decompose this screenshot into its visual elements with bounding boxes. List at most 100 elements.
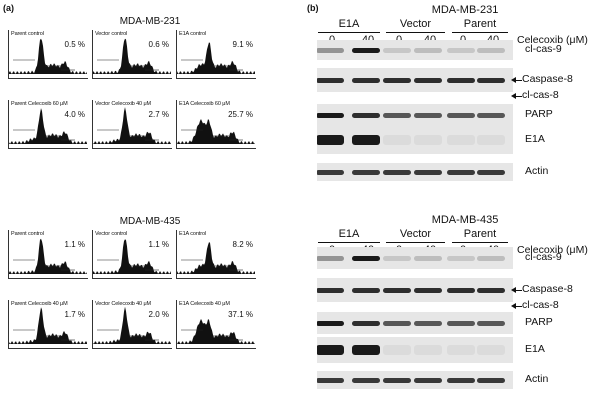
histogram-caption: Parent Celecoxib 40 μM <box>11 301 68 307</box>
blot-band <box>352 320 380 326</box>
histogram-1-2: E1A control 8.2 % <box>176 230 256 279</box>
blot-band <box>447 169 475 175</box>
blot-band <box>317 287 344 293</box>
blot-title-0: MDA-MB-231 <box>431 4 499 16</box>
blot-strip <box>317 247 513 269</box>
blot-band <box>317 377 344 383</box>
blot-band <box>447 345 475 355</box>
histogram-percent: 25.7 % <box>228 110 253 119</box>
histogram-percent: 9.1 % <box>232 40 253 49</box>
blot-band <box>477 135 505 145</box>
blot-band <box>447 135 475 145</box>
histogram-percent: 37.1 % <box>228 310 253 319</box>
celecoxib-label: Celecoxib (μM) <box>517 244 588 256</box>
blot-band <box>477 77 505 83</box>
histogram-caption: Parent control <box>11 31 44 37</box>
histogram-plot <box>177 318 255 344</box>
group-label-e1a: E1A <box>338 18 360 30</box>
blot-band <box>477 345 505 355</box>
blot-band <box>383 112 411 118</box>
blot-row-label: Caspase-8 <box>522 73 573 85</box>
histogram-plot <box>9 108 87 144</box>
histogram-1-5: E1A Celecoxib 40 μM 37.1 % <box>176 300 256 349</box>
histogram-caption: E1A control <box>179 31 207 37</box>
blot-row-label: cl-cas-8 <box>522 89 559 101</box>
blot-band <box>383 47 411 53</box>
blot-band <box>447 287 475 293</box>
blot-band <box>352 77 380 83</box>
blot-band <box>414 345 442 355</box>
histogram-plot <box>93 239 171 274</box>
blot-row-label: Actin <box>525 165 549 177</box>
celecoxib-label: Celecoxib (μM) <box>517 34 588 46</box>
blot-band <box>352 287 380 293</box>
blot-strip <box>317 163 513 181</box>
histogram-percent: 8.2 % <box>232 240 253 249</box>
histogram-0-3: Parent Celecoxib 60 μM 4.0 % <box>8 100 88 149</box>
blot-band <box>477 255 505 261</box>
histogram-caption: Parent control <box>11 231 44 237</box>
blot-band <box>383 377 411 383</box>
blot-band <box>414 112 442 118</box>
histogram-area <box>9 238 87 274</box>
blot-band <box>414 377 442 383</box>
group-label-parent: Parent <box>463 18 497 30</box>
blot-band <box>447 77 475 83</box>
blot-band <box>317 345 344 355</box>
blot-strip <box>317 337 513 363</box>
blot-strip <box>317 312 513 334</box>
histogram-area <box>93 107 171 144</box>
blot-band <box>352 255 380 261</box>
blot-band <box>352 112 380 118</box>
histogram-area <box>93 306 171 344</box>
blot-row-label: Caspase-8 <box>522 283 573 295</box>
blot-strip <box>317 371 513 389</box>
blot-band <box>477 169 505 175</box>
blot-band <box>414 169 442 175</box>
histogram-area <box>177 242 255 274</box>
histogram-caption: Vector control <box>95 231 128 237</box>
group-underline <box>386 32 445 33</box>
blot-band <box>383 135 411 145</box>
panel-a-label: (a) <box>3 3 14 13</box>
histogram-caption: Parent Celecoxib 60 μM <box>11 101 68 107</box>
histogram-0-0: Parent control 0.5 % <box>8 30 88 79</box>
blot-band <box>477 377 505 383</box>
histogram-area <box>9 307 87 344</box>
blot-row-label: cl-cas-9 <box>525 43 562 55</box>
histogram-plot <box>177 42 255 74</box>
histogram-percent: 1.1 % <box>148 240 169 249</box>
blot-band <box>317 112 344 118</box>
band-arrow <box>511 287 522 293</box>
histogram-0-2: E1A control 9.1 % <box>176 30 256 79</box>
histogram-percent: 2.7 % <box>148 110 169 119</box>
blot-band <box>383 169 411 175</box>
histogram-caption: Vector Celecoxib 40 μM <box>95 301 151 307</box>
histogram-area <box>177 42 255 74</box>
blot-band <box>477 47 505 53</box>
section-title-231: MDA-MB-231 <box>119 16 181 27</box>
blot-strip <box>317 278 513 302</box>
blot-band <box>477 320 505 326</box>
blot-band <box>447 112 475 118</box>
group-underline <box>452 32 508 33</box>
histogram-percent: 1.1 % <box>64 240 85 249</box>
histogram-caption: Vector Celecoxib 40 μM <box>95 101 151 107</box>
blot-band <box>352 377 380 383</box>
histogram-0-5: E1A Celecoxib 60 μM 25.7 % <box>176 100 256 149</box>
group-label-vector: Vector <box>399 228 432 240</box>
blot-band <box>317 135 344 145</box>
blot-band <box>352 47 380 53</box>
blot-band <box>447 377 475 383</box>
histogram-caption: E1A Celecoxib 60 μM <box>179 101 230 107</box>
histogram-plot <box>9 38 87 74</box>
blot-band <box>414 320 442 326</box>
histogram-percent: 0.5 % <box>64 40 85 49</box>
histogram-percent: 2.0 % <box>148 310 169 319</box>
blot-row-label: E1A <box>525 343 545 355</box>
blot-row-label: Actin <box>525 373 549 385</box>
group-underline <box>318 32 380 33</box>
histogram-plot <box>9 307 87 344</box>
band-arrow <box>511 93 522 99</box>
group-label-vector: Vector <box>399 18 432 30</box>
